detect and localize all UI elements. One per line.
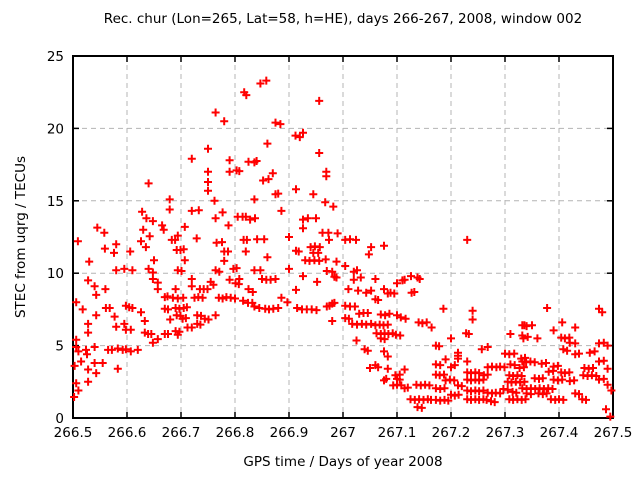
x-tick-label: 266.9 xyxy=(270,425,309,441)
x-tick-label: 267.4 xyxy=(540,425,579,441)
y-tick-label: 0 xyxy=(55,411,64,427)
x-tick-label: 267 xyxy=(330,425,356,441)
plot-border xyxy=(72,55,614,419)
y-tick-label: 5 xyxy=(55,339,64,355)
y-tick-label: 10 xyxy=(47,266,64,282)
data-points xyxy=(70,76,616,421)
y-tick-label: 25 xyxy=(47,49,64,65)
x-tick-label: 266.5 xyxy=(54,425,93,441)
x-tick-label: 266.8 xyxy=(216,425,255,441)
x-tick-label: 267.1 xyxy=(378,425,417,441)
x-tick-label: 267.5 xyxy=(594,425,633,441)
y-tick-label: 15 xyxy=(47,194,64,210)
x-tick-label: 266.7 xyxy=(162,425,201,441)
x-tick-label: 266.6 xyxy=(108,425,147,441)
x-tick-label: 267.2 xyxy=(432,425,471,441)
x-axis-label: GPS time / Days of year 2008 xyxy=(243,454,443,470)
y-tick-label: 20 xyxy=(47,121,64,137)
chart-title: Rec. chur (Lon=265, Lat=58, h=HE), days … xyxy=(103,11,583,27)
x-tick-label: 267.3 xyxy=(486,425,525,441)
